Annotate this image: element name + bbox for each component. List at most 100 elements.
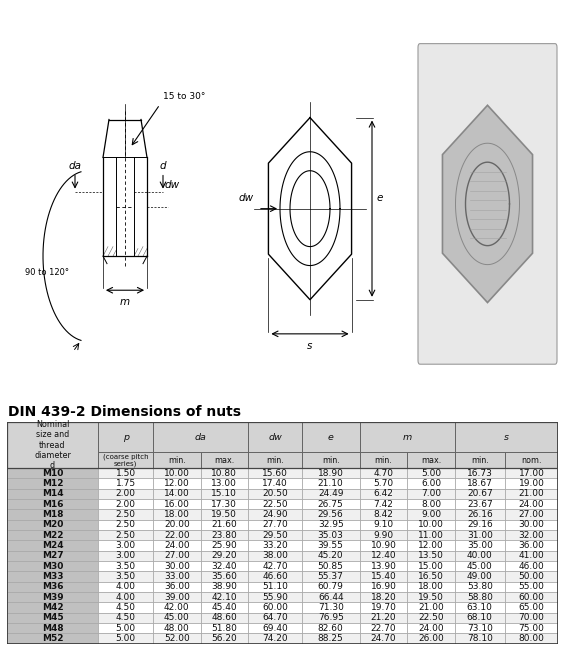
Text: 15.40: 15.40 <box>371 572 396 581</box>
Text: 23.80: 23.80 <box>212 531 237 540</box>
Bar <box>7 499 98 509</box>
Text: 24.70: 24.70 <box>371 634 396 643</box>
Bar <box>153 478 201 488</box>
Bar <box>98 499 153 509</box>
Bar <box>455 468 505 478</box>
FancyBboxPatch shape <box>418 43 557 364</box>
Bar <box>302 561 360 571</box>
Bar <box>201 571 248 582</box>
Bar <box>505 582 558 592</box>
Text: 75.00: 75.00 <box>519 624 544 633</box>
Text: M52: M52 <box>42 634 63 643</box>
Bar <box>505 633 558 644</box>
Bar <box>505 613 558 623</box>
Bar <box>407 623 455 633</box>
Text: 68.10: 68.10 <box>467 613 493 622</box>
Bar <box>153 551 201 561</box>
Bar <box>248 499 302 509</box>
Bar <box>505 488 558 499</box>
Bar <box>505 633 558 644</box>
Bar <box>505 509 558 520</box>
Bar <box>248 478 302 488</box>
Text: 22.00: 22.00 <box>164 531 190 540</box>
Bar <box>153 488 201 499</box>
Bar <box>201 561 248 571</box>
Bar <box>98 520 153 530</box>
Bar <box>407 540 455 551</box>
Bar <box>302 551 360 561</box>
Bar <box>153 530 201 540</box>
Bar <box>153 613 201 623</box>
Bar <box>201 520 248 530</box>
Bar <box>505 478 558 488</box>
Text: s: s <box>307 341 312 351</box>
Bar <box>302 452 360 468</box>
Bar <box>360 499 407 509</box>
Bar <box>201 478 248 488</box>
Bar <box>302 540 360 551</box>
Text: 19.50: 19.50 <box>212 510 237 519</box>
Text: 9.10: 9.10 <box>373 520 394 529</box>
Bar <box>248 561 302 571</box>
Bar <box>360 520 407 530</box>
Text: 65.00: 65.00 <box>519 603 544 612</box>
Bar <box>248 602 302 613</box>
Text: 29.56: 29.56 <box>318 510 343 519</box>
Bar <box>455 592 505 602</box>
Text: 32.40: 32.40 <box>212 562 237 571</box>
Text: 21.00: 21.00 <box>519 489 544 498</box>
Text: 20.50: 20.50 <box>262 489 288 498</box>
Text: 13.50: 13.50 <box>418 551 444 560</box>
Bar <box>360 530 407 540</box>
Text: 10.00: 10.00 <box>418 520 444 529</box>
Bar <box>302 422 360 452</box>
Bar <box>98 468 153 478</box>
Bar <box>505 452 558 468</box>
Bar <box>201 540 248 551</box>
Bar <box>407 452 455 468</box>
Bar <box>98 582 153 592</box>
Bar <box>302 530 360 540</box>
Bar <box>302 592 360 602</box>
Bar <box>248 571 302 582</box>
Bar <box>201 452 248 468</box>
Bar <box>98 452 153 468</box>
Bar <box>7 571 98 582</box>
Bar <box>7 468 98 478</box>
Text: DIN 439-2 Dimensions of nuts: DIN 439-2 Dimensions of nuts <box>8 405 241 419</box>
Text: 4.00: 4.00 <box>116 593 135 602</box>
Bar <box>407 478 455 488</box>
Bar <box>407 468 455 478</box>
Text: min.: min. <box>471 455 488 465</box>
Bar <box>248 571 302 582</box>
Bar <box>98 592 153 602</box>
Text: M14: M14 <box>42 489 63 498</box>
Bar <box>455 633 505 644</box>
Bar <box>407 452 455 468</box>
Bar <box>302 452 360 468</box>
Text: 46.60: 46.60 <box>262 572 288 581</box>
Bar <box>7 592 98 602</box>
Bar <box>302 478 360 488</box>
Bar <box>505 520 558 530</box>
Bar <box>248 509 302 520</box>
Text: M30: M30 <box>42 562 63 571</box>
Text: 4.70: 4.70 <box>373 468 394 477</box>
Bar <box>407 520 455 530</box>
Bar <box>7 530 98 540</box>
Text: 11.00: 11.00 <box>418 531 444 540</box>
Bar <box>407 582 455 592</box>
Bar <box>201 623 248 633</box>
Bar <box>98 530 153 540</box>
Text: da: da <box>195 433 206 442</box>
Bar <box>153 468 201 478</box>
Text: 7.42: 7.42 <box>373 499 393 509</box>
Bar <box>302 530 360 540</box>
Text: 50.85: 50.85 <box>318 562 343 571</box>
Bar <box>455 509 505 520</box>
Text: 36.00: 36.00 <box>164 582 190 591</box>
Bar <box>505 509 558 520</box>
Bar <box>7 520 98 530</box>
Text: 41.00: 41.00 <box>519 551 544 560</box>
Text: e: e <box>328 433 334 442</box>
